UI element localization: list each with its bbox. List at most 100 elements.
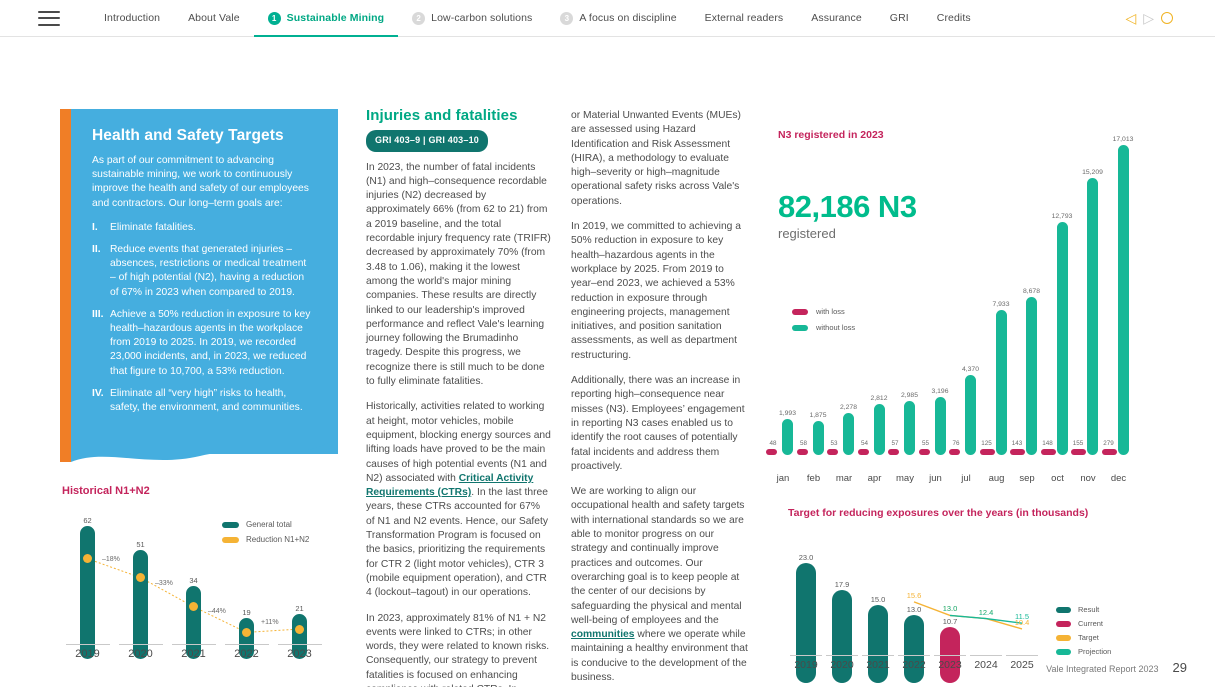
nav-items: Introduction About Vale 1 Sustainable Minin…: [90, 0, 1125, 37]
loss-value-label: 55: [921, 440, 929, 447]
legend-item: Reduction N1+N2: [222, 535, 309, 544]
communities-link[interactable]: communities: [571, 629, 635, 641]
nav-item-number: 1: [267, 11, 281, 25]
legend-label: Projection: [1078, 647, 1112, 656]
bar-value-label: 19: [242, 608, 251, 618]
line-value-label: 15.6: [906, 590, 922, 600]
nav-item-gri[interactable]: GRI: [876, 0, 923, 36]
nav-item-credits[interactable]: Credits: [923, 0, 985, 36]
bar-value-label: 15,209: [1082, 168, 1103, 176]
loss-value-label: 48: [769, 440, 777, 447]
loss-value-label: 54: [860, 440, 868, 447]
reduction-dot: [295, 624, 304, 634]
bar-without-loss: [1087, 177, 1098, 455]
bar-value-label: 2,278: [839, 404, 857, 412]
chart-title: Historical N1+N2: [62, 485, 150, 497]
health-safety-targets-callout: Health and Safety Targets As part of our…: [60, 109, 338, 454]
x-axis-label: jul: [961, 473, 971, 484]
n3-highlight-sub: registered: [778, 226, 836, 241]
bar-without-loss: [965, 375, 976, 455]
bar-value-label: 34: [189, 576, 198, 586]
legend-item: without loss: [792, 323, 855, 332]
nav-item-label: Credits: [936, 12, 971, 24]
paragraph: or Material Unwanted Events (MUEs) are a…: [571, 110, 741, 207]
bar-without-loss: [1056, 221, 1068, 455]
legend-label: without loss: [816, 323, 856, 332]
reduction-dot: [189, 602, 198, 612]
bar-value-label: 7,933: [992, 301, 1010, 309]
x-axis-label: 2023: [932, 655, 968, 671]
gri-badge: GRI 403–9 | GRI 403–10: [366, 130, 488, 152]
legend-item: with loss: [792, 307, 855, 316]
reduction-percent-label: –44%: [208, 607, 226, 615]
loss-value-label: 148: [1042, 440, 1053, 447]
circle-icon[interactable]: [1161, 12, 1173, 24]
nav-item-label: Low-carbon solutions: [431, 12, 533, 24]
callout-goal: III. Achieve a 50% reduction in exposure …: [92, 308, 312, 379]
bar-value-label: 12,793: [1051, 212, 1073, 220]
x-axis-label: 2022: [896, 655, 932, 671]
bar-value-label: 8,678: [1022, 287, 1040, 295]
loss-value-label: 53: [830, 440, 838, 447]
hamburger-icon[interactable]: [38, 10, 60, 26]
bar-value-label: 1,875: [809, 411, 827, 419]
bar-value-label: 4,370: [961, 366, 979, 374]
bar-without-loss: [843, 413, 854, 455]
nav-item-number: 3: [560, 11, 574, 25]
nav-item-introduction[interactable]: Introduction: [90, 0, 174, 36]
bar-without-loss: [995, 310, 1007, 455]
legend-swatch: [792, 324, 808, 331]
nav-item-external-readers[interactable]: External readers: [691, 0, 798, 36]
callout-wave-decoration: [60, 432, 338, 462]
bar-value-label: 2,812: [870, 394, 888, 402]
nav-item-a-focus-on-discipline[interactable]: 3 A focus on discipline: [546, 0, 690, 36]
footer: Vale Integrated Report 2023 29: [1046, 660, 1187, 675]
callout-title: Health and Safety Targets: [92, 127, 284, 144]
loss-value-label: 58: [799, 440, 807, 447]
line-value-label: 13.0: [942, 604, 958, 614]
bar-without-loss: [1117, 145, 1129, 455]
n3-registered-chart: N3 registered in 2023 82,186 N3 register…: [766, 129, 1178, 489]
line-value-label: 11.5: [1014, 612, 1030, 622]
bar-with-loss: [979, 449, 995, 455]
x-axis-label: 2025: [1004, 655, 1040, 671]
bar-without-loss: [1026, 296, 1037, 455]
bar-value-label: 17,013: [1112, 136, 1134, 143]
legend-label: Result: [1078, 605, 1100, 614]
nav-item-number: 2: [412, 11, 426, 25]
paragraph-with-link: We are working to align our occupational…: [571, 485, 751, 685]
bar-without-loss: [904, 400, 915, 455]
nav-item-assurance[interactable]: Assurance: [797, 0, 876, 36]
x-axis-label: mar: [835, 473, 853, 484]
nav-item-low-carbon-solutions[interactable]: 2 Low-carbon solutions: [398, 0, 546, 36]
nav-item-sustainable-mining[interactable]: 1 Sustainable Mining: [253, 0, 399, 37]
bar-without-loss: [873, 403, 885, 455]
reduction-connector-lines: [87, 558, 300, 633]
legend-swatch: [222, 536, 239, 543]
callout-goal: IV. Eliminate all “very high” risks to he…: [92, 387, 312, 415]
critical-activity-requirements-link[interactable]: Critical Activity Requirements (CTRs): [366, 472, 534, 499]
x-axis-label: may: [896, 473, 914, 484]
loss-value-label: 125: [981, 440, 992, 447]
legend-swatch: [1056, 606, 1071, 613]
bar-with-loss: [766, 449, 777, 455]
bar-value-label: 13.0: [906, 605, 922, 615]
nav-item-label: About Vale: [188, 12, 240, 24]
legend-label: Reduction N1+N2: [246, 535, 310, 544]
line-value-label: 12.4: [978, 607, 994, 617]
nav-item-about-vale[interactable]: About Vale: [174, 0, 254, 36]
bar-without-loss: [934, 396, 946, 455]
x-axis-label: apr: [867, 473, 882, 484]
bar-value-label: 2,985: [900, 391, 918, 399]
legend-item: Result: [1056, 605, 1111, 614]
chevron-left-icon[interactable]: ◁: [1125, 10, 1137, 26]
bar-with-loss: [857, 449, 869, 455]
bar-result: [868, 605, 888, 683]
x-axis-label: 2020: [115, 644, 167, 660]
chevron-right-icon[interactable]: ▷: [1143, 10, 1154, 26]
loss-value-label: 279: [1103, 440, 1114, 447]
nav-controls: ◁ ▷: [1125, 11, 1173, 25]
x-axis-label: 2019: [62, 644, 114, 660]
nav-item-label: Introduction: [104, 12, 161, 24]
bar-without-loss: [782, 418, 793, 455]
